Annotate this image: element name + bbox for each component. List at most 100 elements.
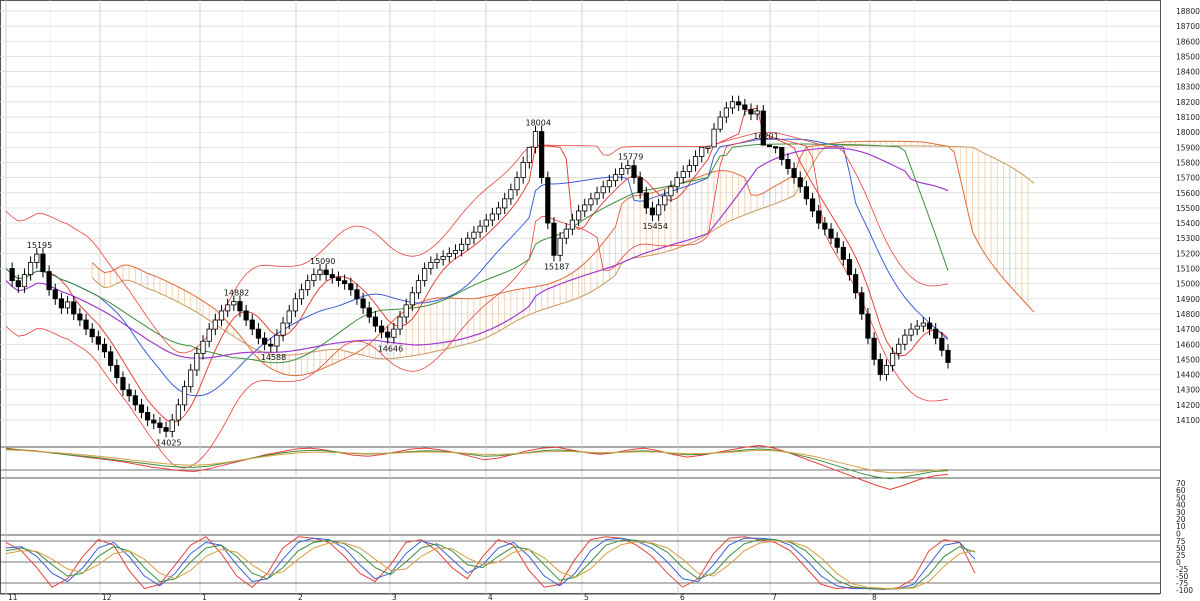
price-tick-label: 15800: [1176, 158, 1200, 167]
price-tick-label: 14900: [1176, 295, 1200, 304]
candle-up: [563, 228, 569, 239]
price-tick-label: 15000: [1176, 280, 1200, 289]
candle-down: [114, 365, 120, 378]
candle-up: [397, 316, 403, 330]
price-callout: 15454: [642, 222, 667, 231]
month-label: 6: [680, 593, 685, 601]
ma-very-long-line: [5, 147, 949, 359]
candle-up: [403, 304, 409, 318]
candle-up: [286, 310, 292, 324]
candle-up: [914, 325, 920, 330]
candlesticks: [9, 95, 951, 438]
price-tick-label: 18000: [1176, 128, 1200, 137]
price-tick-label: 14800: [1176, 310, 1200, 319]
candle-up: [495, 207, 502, 215]
candle-up: [422, 268, 428, 282]
candle-up: [699, 146, 705, 157]
vertical-gridlines: [5, 0, 1107, 594]
price-tick-label: 18600: [1176, 37, 1200, 46]
candle-up: [920, 322, 926, 327]
stochastic-line: [5, 536, 976, 590]
price-tick-label: 18800: [1176, 7, 1200, 16]
upper-band: [5, 132, 949, 354]
candle-down: [360, 298, 366, 309]
candle-up: [428, 262, 434, 269]
candle-up: [594, 192, 600, 200]
price-tick-label: 15400: [1176, 219, 1200, 228]
candle-up: [483, 219, 489, 227]
panel2-tick-label: 40: [1176, 501, 1186, 510]
price-tick-label: 14600: [1176, 340, 1200, 349]
candle-up: [28, 262, 34, 275]
candle-up: [896, 343, 902, 354]
candle-down: [926, 322, 933, 330]
candle-down: [95, 336, 101, 345]
candle-up: [452, 249, 459, 254]
candle-down: [773, 146, 779, 149]
candle-down: [89, 328, 95, 338]
oscillator-line: [5, 448, 949, 480]
panel2-tick-label: 70: [1176, 479, 1186, 488]
candle-down: [551, 222, 557, 256]
candle-up: [588, 198, 594, 206]
moving-average-lines: [5, 107, 949, 469]
month-label: 12: [102, 593, 112, 601]
candle-up: [692, 156, 699, 166]
candle-up: [181, 386, 188, 406]
price-tick-label: 14400: [1176, 371, 1200, 380]
candle-down: [748, 109, 754, 115]
horizontal-gridlines: [0, 10, 1160, 421]
candle-down: [816, 210, 822, 224]
candle-up: [218, 310, 225, 321]
stoch-tick-label: -25: [1176, 565, 1188, 574]
candle-up: [705, 146, 711, 149]
candle-down: [138, 404, 145, 413]
month-label: 2: [298, 593, 303, 601]
candle-up: [908, 328, 914, 336]
candle-down: [261, 337, 268, 345]
candle-up: [612, 174, 619, 182]
panel2-tick-label: 60: [1176, 486, 1186, 495]
price-tick-label: 18500: [1176, 52, 1200, 61]
stoch-tick-label: 0: [1176, 558, 1181, 567]
price-tick-label: 18300: [1176, 83, 1200, 92]
price-tick-label: 14700: [1176, 325, 1200, 334]
price-callout: 14646: [378, 344, 403, 353]
candle-down: [163, 427, 169, 432]
candle-up: [674, 177, 680, 188]
candle-down: [643, 192, 649, 209]
candle-up: [409, 292, 415, 306]
candle-down: [366, 307, 372, 318]
month-label: 11: [8, 593, 18, 601]
candle-down: [145, 412, 151, 421]
stoch-tick-label: 50: [1176, 544, 1186, 553]
candle-up: [625, 165, 631, 169]
price-tick-label: 15700: [1176, 174, 1200, 183]
candle-up: [391, 328, 397, 338]
candle-up: [656, 204, 662, 216]
candle-down: [822, 222, 828, 230]
candle-down: [108, 351, 114, 366]
candle-up: [415, 280, 422, 294]
chart-frame: [0, 0, 1161, 595]
candle-up: [200, 340, 206, 354]
candle-up: [606, 180, 612, 188]
candle-up: [465, 237, 471, 245]
price-callout: 15187: [544, 262, 569, 271]
candle-up: [514, 177, 520, 191]
candle-down: [378, 325, 385, 333]
candle-down: [58, 298, 65, 309]
candle-down: [157, 422, 163, 428]
candle-up: [311, 274, 317, 282]
price-tick-label: 18400: [1176, 68, 1200, 77]
candle-up: [317, 269, 323, 275]
candle-up: [729, 101, 736, 109]
candle-up: [526, 146, 532, 163]
candle-up: [754, 110, 760, 115]
price-callouts: 15195 14025 14882 14588 15090 14646 18004 15187…: [27, 119, 779, 448]
candle-down: [126, 389, 132, 397]
candle-up: [34, 253, 40, 263]
price-tick-label: 14300: [1176, 386, 1200, 395]
